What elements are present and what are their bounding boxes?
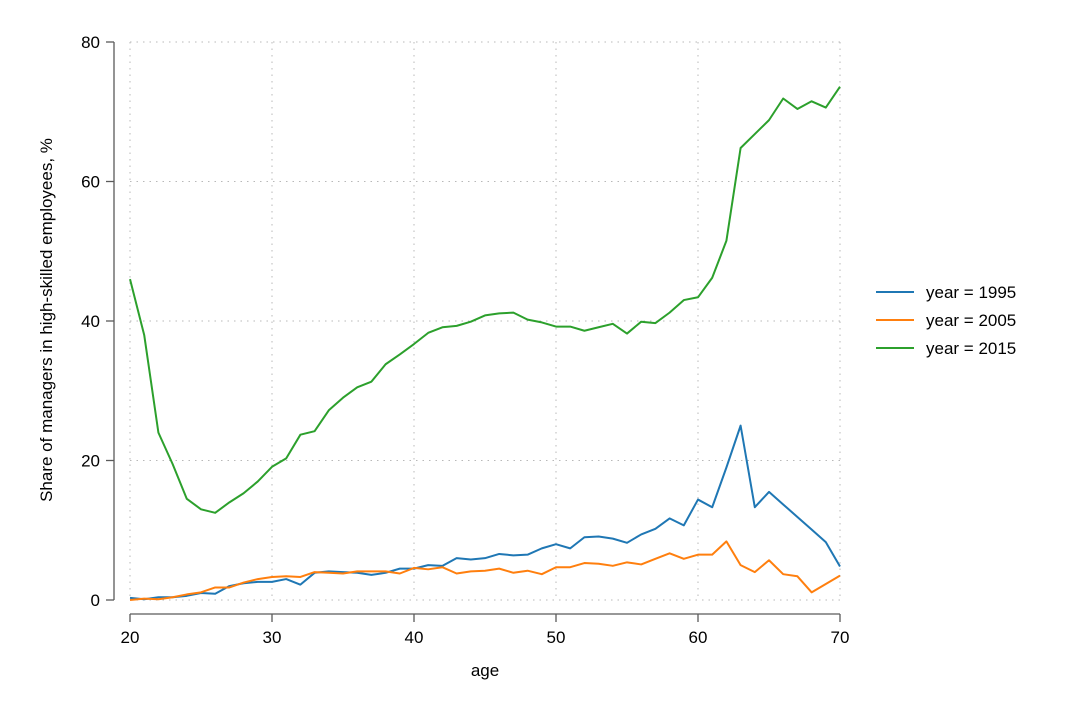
legend-label-1: year = 1995 <box>926 283 1016 302</box>
x-axis-title: age <box>471 661 499 680</box>
y-axis-title: Share of managers in high-skilled employ… <box>37 138 56 502</box>
y-tick-label-1: 20 <box>81 452 100 471</box>
y-tick-label-3: 60 <box>81 173 100 192</box>
x-tick-label-3: 50 <box>547 628 566 647</box>
legend-label-2: year = 2005 <box>926 311 1016 330</box>
x-tick-label-5: 70 <box>831 628 850 647</box>
x-tick-label-2: 40 <box>405 628 424 647</box>
legend: year = 1995 year = 2005 year = 2015 <box>876 283 1016 358</box>
axes: 20 30 40 50 60 70 0 20 40 60 80 <box>81 33 849 647</box>
x-tick-label-1: 30 <box>263 628 282 647</box>
series-lines <box>129 86 841 601</box>
gridlines <box>129 41 841 601</box>
y-tick-label-0: 0 <box>91 591 100 610</box>
series-line-3 <box>129 86 841 514</box>
legend-label-3: year = 2015 <box>926 339 1016 358</box>
series-line-2 <box>129 540 841 601</box>
x-tick-label-0: 20 <box>121 628 140 647</box>
x-tick-label-4: 60 <box>689 628 708 647</box>
y-tick-label-2: 40 <box>81 312 100 331</box>
series-line-1 <box>129 424 841 601</box>
y-tick-label-4: 80 <box>81 33 100 52</box>
